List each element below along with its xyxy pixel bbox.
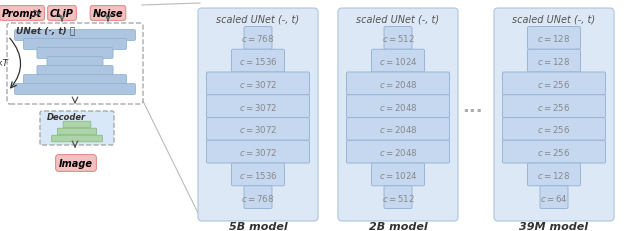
Text: $c = 128$: $c = 128$: [538, 56, 571, 67]
FancyBboxPatch shape: [52, 136, 102, 142]
Text: Image: Image: [59, 158, 93, 168]
FancyBboxPatch shape: [198, 9, 318, 221]
Text: $c = 1024$: $c = 1024$: [379, 169, 417, 180]
Text: $c = 256$: $c = 256$: [538, 101, 571, 112]
FancyBboxPatch shape: [207, 118, 310, 141]
Text: ×T: ×T: [0, 59, 8, 68]
FancyBboxPatch shape: [37, 66, 113, 77]
FancyBboxPatch shape: [346, 118, 449, 141]
Text: scaled UNet (-, t): scaled UNet (-, t): [356, 15, 440, 25]
FancyBboxPatch shape: [244, 27, 272, 50]
Text: scaled UNet (-, t): scaled UNet (-, t): [216, 15, 300, 25]
Text: $c = 128$: $c = 128$: [538, 33, 571, 44]
FancyBboxPatch shape: [540, 186, 568, 209]
Text: $c = 2048$: $c = 2048$: [379, 79, 417, 89]
Text: $c = 768$: $c = 768$: [241, 33, 275, 44]
FancyBboxPatch shape: [207, 141, 310, 163]
FancyBboxPatch shape: [346, 141, 449, 163]
Text: $c = 64$: $c = 64$: [540, 192, 568, 203]
FancyBboxPatch shape: [47, 57, 103, 68]
FancyBboxPatch shape: [502, 73, 605, 95]
FancyBboxPatch shape: [58, 129, 97, 135]
Text: $c = 3072$: $c = 3072$: [239, 124, 277, 135]
FancyBboxPatch shape: [40, 112, 114, 145]
FancyBboxPatch shape: [37, 48, 113, 59]
FancyBboxPatch shape: [232, 50, 285, 73]
FancyBboxPatch shape: [23, 75, 127, 86]
Text: 39M model: 39M model: [520, 221, 589, 231]
FancyBboxPatch shape: [371, 163, 424, 186]
Text: $c = 2048$: $c = 2048$: [379, 124, 417, 135]
FancyBboxPatch shape: [502, 95, 605, 118]
FancyBboxPatch shape: [338, 9, 458, 221]
Text: $c = 3072$: $c = 3072$: [239, 146, 277, 158]
Text: CLiP: CLiP: [50, 9, 74, 19]
FancyBboxPatch shape: [384, 186, 412, 209]
FancyBboxPatch shape: [494, 9, 614, 221]
Text: UNet (·, t) 🔥: UNet (·, t) 🔥: [16, 26, 75, 35]
Text: Decoder: Decoder: [47, 113, 86, 122]
FancyBboxPatch shape: [207, 95, 310, 118]
FancyBboxPatch shape: [7, 24, 143, 105]
FancyBboxPatch shape: [527, 27, 580, 50]
Text: $c = 2048$: $c = 2048$: [379, 101, 417, 112]
FancyBboxPatch shape: [527, 50, 580, 73]
FancyBboxPatch shape: [371, 50, 424, 73]
FancyBboxPatch shape: [502, 118, 605, 141]
Text: $c = 256$: $c = 256$: [538, 124, 571, 135]
Text: 2B model: 2B model: [369, 221, 428, 231]
Text: $c = 1536$: $c = 1536$: [239, 169, 277, 180]
Text: $c = 2048$: $c = 2048$: [379, 146, 417, 158]
Text: $c = 768$: $c = 768$: [241, 192, 275, 203]
FancyBboxPatch shape: [15, 30, 136, 41]
Text: $c = 256$: $c = 256$: [538, 79, 571, 89]
FancyBboxPatch shape: [244, 186, 272, 209]
Text: 5B model: 5B model: [228, 221, 287, 231]
Text: $c = 3072$: $c = 3072$: [239, 101, 277, 112]
Text: $c = 256$: $c = 256$: [538, 146, 571, 158]
Text: $c = 512$: $c = 512$: [381, 33, 415, 44]
Text: Prompt: Prompt: [2, 9, 42, 19]
Text: $c = 3072$: $c = 3072$: [239, 79, 277, 89]
FancyBboxPatch shape: [207, 73, 310, 95]
FancyBboxPatch shape: [346, 95, 449, 118]
Text: $c = 512$: $c = 512$: [381, 192, 415, 203]
Text: $c = 1024$: $c = 1024$: [379, 56, 417, 67]
FancyBboxPatch shape: [15, 84, 136, 95]
FancyBboxPatch shape: [63, 122, 91, 128]
FancyBboxPatch shape: [23, 39, 127, 50]
FancyBboxPatch shape: [502, 141, 605, 163]
Text: Noise: Noise: [93, 9, 124, 19]
FancyBboxPatch shape: [346, 73, 449, 95]
Text: ···: ···: [461, 103, 483, 121]
FancyBboxPatch shape: [384, 27, 412, 50]
FancyBboxPatch shape: [232, 163, 285, 186]
Text: $c = 1536$: $c = 1536$: [239, 56, 277, 67]
Text: scaled UNet (-, t): scaled UNet (-, t): [513, 15, 596, 25]
FancyBboxPatch shape: [527, 163, 580, 186]
Text: $c = 128$: $c = 128$: [538, 169, 571, 180]
